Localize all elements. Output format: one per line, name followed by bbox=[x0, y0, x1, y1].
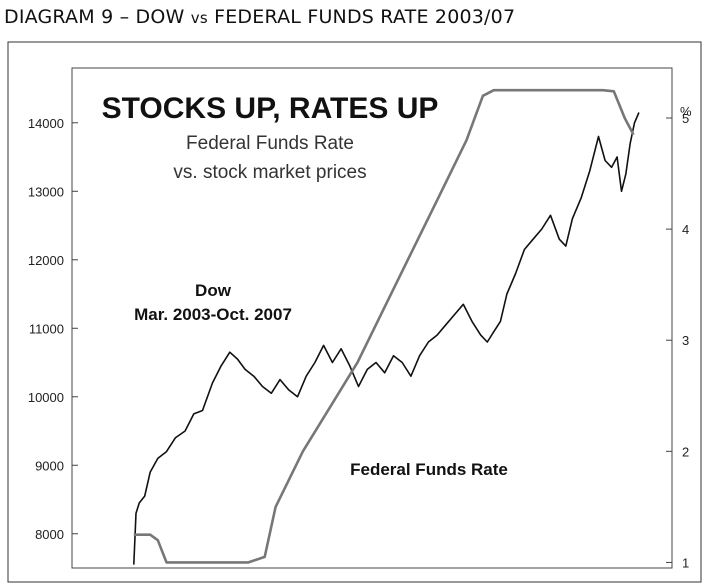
right-tick-label: 5 bbox=[682, 111, 689, 126]
fed-funds-annotation: Federal Funds Rate bbox=[350, 460, 508, 479]
fed-funds-rate-line bbox=[133, 88, 635, 564]
left-tick-label: 10000 bbox=[28, 390, 64, 405]
right-axis: 5 4 3 2 1% bbox=[666, 104, 692, 570]
plot-area-border bbox=[71, 67, 673, 569]
chart-frame bbox=[7, 41, 702, 583]
right-tick-label: 1 bbox=[682, 555, 689, 570]
right-axis-unit: % bbox=[680, 104, 692, 119]
dow-annotation-2: Mar. 2003-Oct. 2007 bbox=[134, 305, 292, 324]
left-tick-label: 13000 bbox=[28, 184, 64, 199]
right-tick-label: 4 bbox=[682, 222, 689, 237]
right-tick-label: 2 bbox=[682, 444, 689, 459]
dow-line bbox=[133, 112, 640, 565]
figure-caption: DIAGRAM 9 – DOW vs FEDERAL FUNDS RATE 20… bbox=[4, 6, 516, 28]
series-layer bbox=[133, 88, 640, 565]
chart-subtitle-1: Federal Funds Rate bbox=[186, 133, 354, 154]
left-tick-label: 8000 bbox=[35, 527, 64, 542]
left-axis: 14000 13000 12000 11000 10000 9000 8000 bbox=[28, 116, 78, 542]
dow-annotation-1: Dow bbox=[195, 281, 232, 300]
left-tick-label: 14000 bbox=[28, 116, 64, 131]
left-tick-label: 11000 bbox=[29, 321, 64, 336]
left-tick-label: 9000 bbox=[35, 458, 64, 473]
chart-title: STOCKS UP, RATES UP bbox=[102, 92, 439, 125]
chart-subtitle-2: vs. stock market prices bbox=[173, 162, 366, 183]
right-tick-label: 3 bbox=[682, 333, 689, 348]
left-tick-label: 12000 bbox=[28, 253, 64, 268]
